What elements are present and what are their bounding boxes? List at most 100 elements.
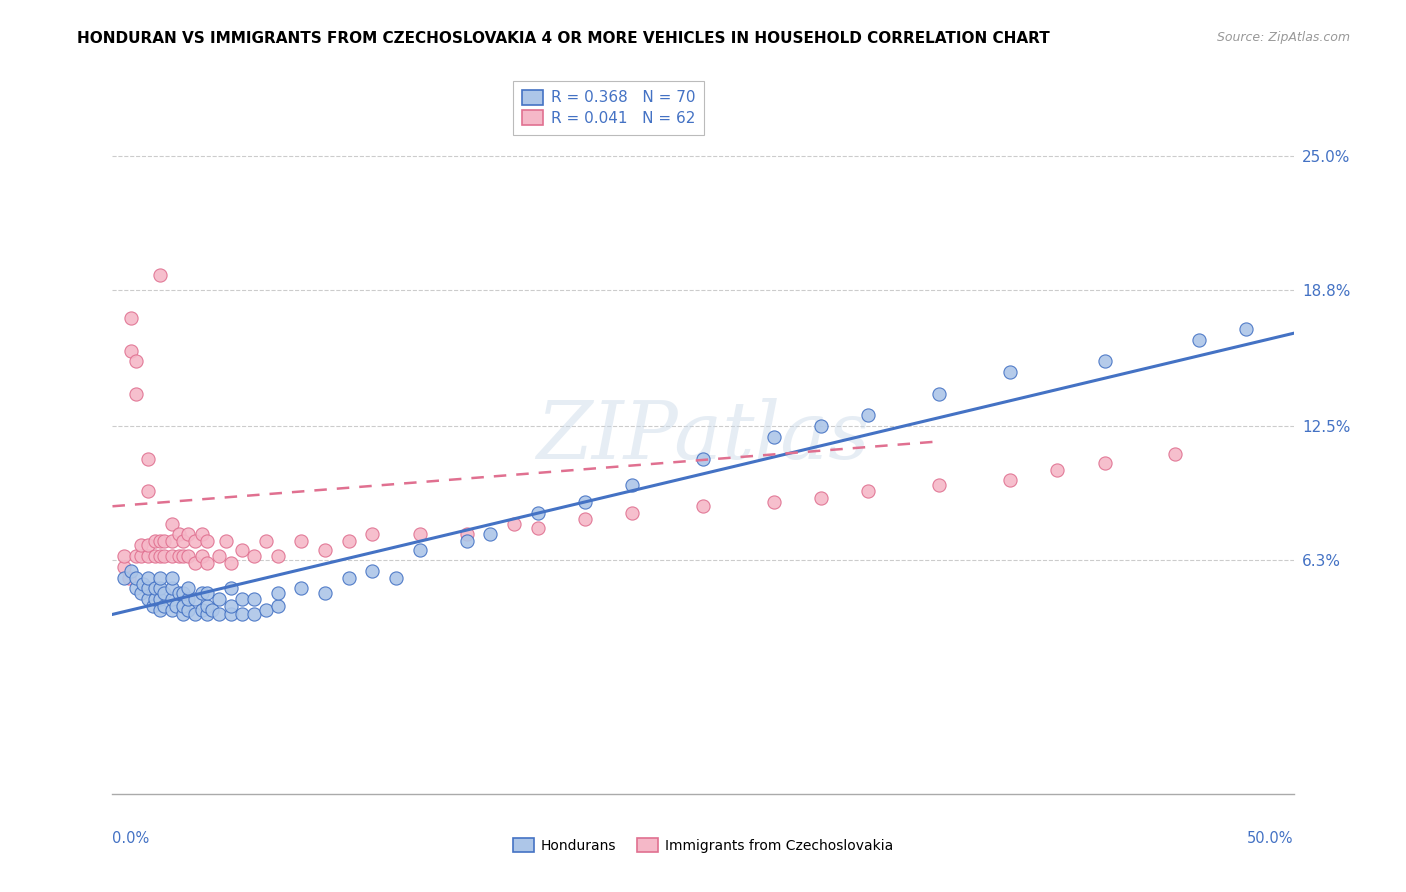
Point bbox=[208, 549, 231, 563]
Point bbox=[314, 586, 336, 600]
Point bbox=[160, 571, 183, 585]
Point bbox=[810, 491, 832, 505]
Point bbox=[160, 592, 183, 607]
Point bbox=[231, 607, 253, 622]
Point bbox=[1046, 462, 1069, 476]
Point bbox=[142, 599, 165, 613]
Point bbox=[129, 586, 152, 600]
Point bbox=[153, 599, 176, 613]
Point bbox=[112, 549, 135, 563]
Point bbox=[129, 549, 152, 563]
Point bbox=[337, 533, 360, 548]
Point bbox=[143, 533, 166, 548]
Point bbox=[125, 582, 148, 596]
Point bbox=[337, 571, 360, 585]
Point bbox=[172, 599, 194, 613]
Point bbox=[195, 533, 218, 548]
Point bbox=[136, 538, 159, 552]
Point bbox=[160, 582, 183, 596]
Point bbox=[167, 549, 190, 563]
Text: Source: ZipAtlas.com: Source: ZipAtlas.com bbox=[1216, 31, 1350, 45]
Point bbox=[118, 571, 141, 585]
Point bbox=[762, 495, 785, 509]
Point bbox=[136, 592, 159, 607]
Point bbox=[928, 477, 950, 491]
Point bbox=[149, 268, 172, 282]
Text: HONDURAN VS IMMIGRANTS FROM CZECHOSLOVAKIA 4 OR MORE VEHICLES IN HOUSEHOLD CORRE: HONDURAN VS IMMIGRANTS FROM CZECHOSLOVAK… bbox=[77, 31, 1050, 46]
Text: 50.0%: 50.0% bbox=[1247, 830, 1294, 846]
Point bbox=[208, 592, 231, 607]
Point bbox=[149, 592, 172, 607]
Text: ZIPatlas: ZIPatlas bbox=[536, 399, 870, 475]
Point bbox=[136, 582, 159, 596]
Point bbox=[177, 592, 200, 607]
Point bbox=[184, 592, 207, 607]
Point bbox=[243, 607, 266, 622]
Point bbox=[160, 603, 183, 617]
Point bbox=[136, 451, 159, 466]
Point bbox=[254, 533, 277, 548]
Point bbox=[195, 607, 218, 622]
Point bbox=[998, 473, 1021, 487]
Point bbox=[167, 586, 190, 600]
Point bbox=[692, 500, 714, 514]
Point bbox=[479, 527, 502, 541]
Point bbox=[231, 592, 253, 607]
Point bbox=[621, 506, 644, 520]
Point bbox=[267, 549, 290, 563]
Point bbox=[267, 599, 290, 613]
Point bbox=[456, 533, 478, 548]
Point bbox=[201, 603, 224, 617]
Point bbox=[998, 365, 1021, 379]
Point bbox=[120, 311, 142, 326]
Point bbox=[361, 564, 384, 578]
Point bbox=[143, 549, 166, 563]
Point bbox=[243, 549, 266, 563]
Point bbox=[160, 516, 183, 531]
Point bbox=[219, 582, 242, 596]
Point bbox=[858, 409, 880, 423]
Point bbox=[184, 533, 207, 548]
Point bbox=[692, 451, 714, 466]
Point bbox=[184, 556, 207, 570]
Point bbox=[290, 533, 312, 548]
Point bbox=[177, 549, 200, 563]
Point bbox=[125, 387, 148, 401]
Point bbox=[177, 603, 200, 617]
Point bbox=[1094, 456, 1116, 470]
Legend: Hondurans, Immigrants from Czechoslovakia: Hondurans, Immigrants from Czechoslovaki… bbox=[508, 833, 898, 858]
Point bbox=[136, 549, 159, 563]
Point bbox=[1234, 322, 1257, 336]
Point bbox=[172, 533, 194, 548]
Point bbox=[112, 559, 135, 574]
Point bbox=[314, 542, 336, 557]
Point bbox=[503, 516, 526, 531]
Point bbox=[243, 592, 266, 607]
Point bbox=[526, 506, 548, 520]
Point bbox=[191, 549, 214, 563]
Point bbox=[165, 599, 187, 613]
Point bbox=[191, 527, 214, 541]
Point bbox=[219, 556, 242, 570]
Point bbox=[208, 607, 231, 622]
Point bbox=[621, 477, 644, 491]
Point bbox=[810, 419, 832, 434]
Point bbox=[143, 582, 166, 596]
Point bbox=[167, 527, 190, 541]
Point bbox=[408, 527, 430, 541]
Point bbox=[219, 599, 242, 613]
Point bbox=[149, 582, 172, 596]
Point bbox=[125, 571, 148, 585]
Point bbox=[195, 599, 218, 613]
Point bbox=[526, 521, 548, 535]
Point bbox=[1164, 447, 1187, 461]
Point bbox=[928, 387, 950, 401]
Point bbox=[361, 527, 384, 541]
Point bbox=[219, 607, 242, 622]
Text: 0.0%: 0.0% bbox=[112, 830, 149, 846]
Point bbox=[177, 527, 200, 541]
Point bbox=[195, 586, 218, 600]
Point bbox=[136, 571, 159, 585]
Point bbox=[385, 571, 408, 585]
Point bbox=[172, 549, 194, 563]
